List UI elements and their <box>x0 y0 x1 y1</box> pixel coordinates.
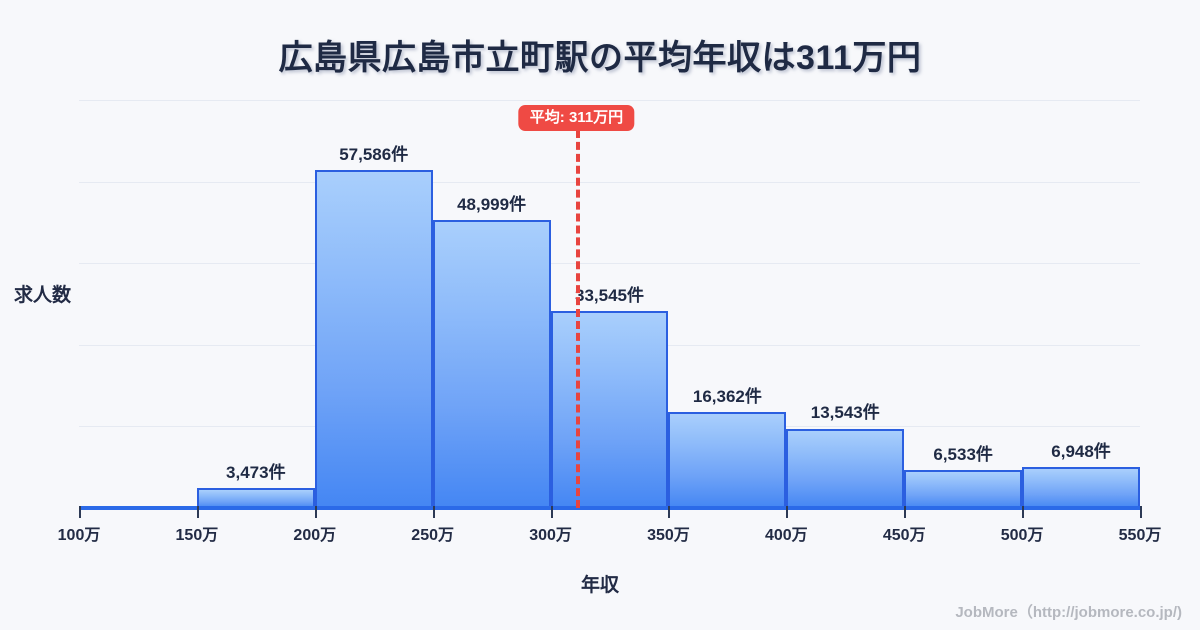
gridline <box>79 263 1140 264</box>
x-axis-tick-label: 250万 <box>411 527 455 544</box>
x-axis-tick-mark <box>786 506 789 518</box>
gridline <box>79 182 1140 183</box>
x-axis-tick-mark <box>1140 506 1142 518</box>
x-axis-tick-label: 200万 <box>293 527 337 544</box>
bar-value-label: 3,473件 <box>226 462 286 482</box>
x-axis-tick-label: 350万 <box>647 527 690 544</box>
bar[interactable] <box>432 220 551 508</box>
x-axis-title: 年収 <box>580 575 619 596</box>
average-badge: 平均: 311万円 <box>518 105 635 132</box>
x-axis-tick-label: 300万 <box>529 527 572 544</box>
x-axis-tick-label: 400万 <box>764 527 808 544</box>
x-axis-tick-mark <box>1022 506 1025 518</box>
bar-value-label: 33,545件 <box>574 286 644 306</box>
bar[interactable] <box>904 469 1023 508</box>
bar[interactable] <box>314 169 433 508</box>
gridline <box>79 100 1140 101</box>
bar[interactable] <box>786 428 905 508</box>
bar-value-label: 16,362件 <box>692 386 762 406</box>
bar-value-label: 48,999件 <box>457 195 527 215</box>
bar-value-label: 6,533件 <box>933 444 993 464</box>
page-title: 広島県広島市立町駅の平均年収は311万円 <box>278 39 922 77</box>
bar-value-label: 6,948件 <box>1051 442 1111 462</box>
x-axis-tick-label: 550万 <box>1118 527 1162 544</box>
bar-value-label: 13,543件 <box>810 403 880 423</box>
plot-area: 3,473件 57,586件 48,999件 33,545件 16,362件 13,543… <box>79 100 1140 508</box>
average-dashed-line <box>576 130 581 508</box>
x-axis-line <box>79 506 1140 510</box>
x-axis-tick-label: 500万 <box>1000 527 1044 544</box>
bar-value-label: 57,586件 <box>339 144 409 164</box>
x-axis-tick-mark <box>314 506 317 518</box>
bar[interactable] <box>668 411 787 508</box>
x-axis-tick-mark <box>79 506 81 518</box>
bar[interactable] <box>196 487 315 508</box>
bar[interactable] <box>550 311 669 508</box>
x-axis-tick-mark <box>432 506 435 518</box>
x-axis-tick-label: 450万 <box>882 527 926 544</box>
x-axis-tick-mark <box>904 506 907 518</box>
x-axis-tick-mark <box>196 506 199 518</box>
x-axis-tick-mark <box>668 506 671 518</box>
y-axis-title: 求人数 <box>14 285 72 306</box>
x-axis-tick-label: 150万 <box>175 527 219 544</box>
x-axis-tick-label: 100万 <box>57 527 101 544</box>
x-axis-tick-mark <box>550 506 553 518</box>
footer-credit: JobMore（http://jobmore.co.jp/) <box>955 604 1182 621</box>
bar[interactable] <box>1022 467 1140 508</box>
